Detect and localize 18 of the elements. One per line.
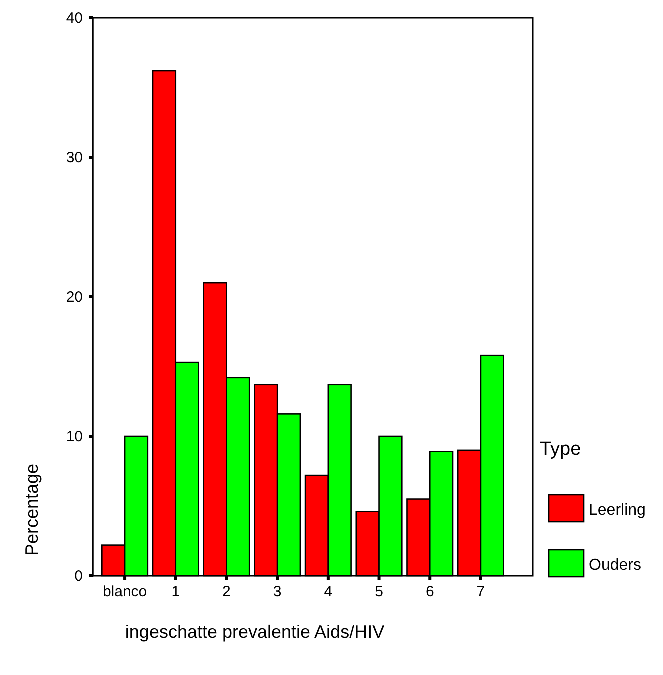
y-axis-title: Percentage — [22, 464, 42, 556]
x-tick-label: blanco — [102, 584, 148, 601]
x-tick-label: 2 — [222, 584, 231, 601]
legend-label: Ouders — [589, 557, 642, 574]
y-tick-label: 0 — [74, 568, 83, 585]
x-tick-label: 7 — [476, 584, 486, 601]
y-tick-label: 40 — [66, 10, 83, 27]
x-axis-title: ingeschatte prevalentie Aids/HIV — [125, 622, 385, 642]
y-tick-label: 30 — [66, 149, 83, 166]
legend-title: Type — [540, 439, 582, 460]
y-tick-label: 10 — [66, 428, 83, 446]
legend-label: Leerling — [589, 502, 646, 519]
x-tick-label: 4 — [324, 584, 333, 601]
x-tick-label: 6 — [426, 584, 434, 601]
x-tick-label: 1 — [172, 584, 180, 601]
y-tick-label: 20 — [66, 288, 83, 306]
x-tick-label: 5 — [375, 584, 384, 601]
x-tick-label: 3 — [273, 584, 282, 601]
